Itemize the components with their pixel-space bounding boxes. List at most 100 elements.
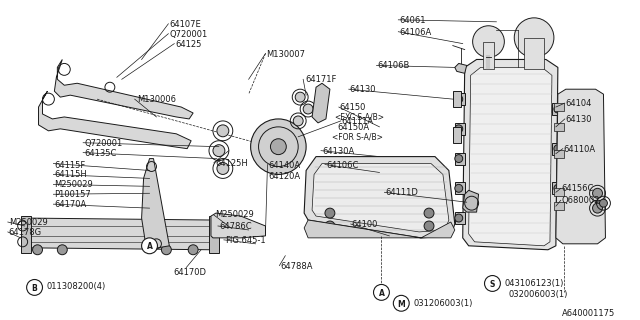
Polygon shape (468, 68, 552, 246)
Text: 64125: 64125 (175, 40, 202, 49)
Text: 031206003(1): 031206003(1) (413, 299, 472, 308)
Circle shape (424, 208, 434, 218)
Text: 64135C: 64135C (84, 149, 116, 158)
Text: M250029: M250029 (54, 180, 93, 189)
Polygon shape (556, 89, 605, 244)
Text: 64115F: 64115F (54, 161, 86, 170)
Text: 64130: 64130 (349, 85, 376, 94)
Text: 64111D: 64111D (385, 188, 419, 197)
Text: 64061: 64061 (399, 16, 426, 25)
Text: 64140A: 64140A (268, 161, 301, 170)
Text: 64104: 64104 (566, 99, 592, 108)
Text: 64171F: 64171F (305, 75, 337, 84)
Circle shape (251, 119, 306, 174)
Text: 64150A: 64150A (338, 123, 370, 132)
Text: 64130A: 64130A (322, 147, 354, 156)
Text: 64178G: 64178G (9, 228, 42, 237)
Circle shape (455, 95, 463, 103)
Circle shape (58, 245, 67, 255)
Circle shape (33, 245, 42, 255)
Polygon shape (554, 188, 564, 196)
Text: 64156C: 64156C (562, 184, 594, 193)
Text: 64111A: 64111A (342, 117, 374, 126)
Text: <FOR S-A/B>: <FOR S-A/B> (332, 133, 383, 142)
Circle shape (295, 92, 305, 102)
Text: 64150: 64150 (340, 103, 366, 112)
Circle shape (188, 245, 198, 255)
Circle shape (554, 184, 562, 192)
Polygon shape (554, 103, 564, 111)
Polygon shape (209, 216, 219, 253)
Polygon shape (312, 164, 449, 232)
Text: FIG.645-1: FIG.645-1 (225, 236, 266, 245)
Polygon shape (455, 212, 465, 224)
Circle shape (600, 199, 607, 207)
Text: A640001175: A640001175 (562, 309, 615, 318)
Text: Q720001: Q720001 (84, 139, 122, 148)
Circle shape (515, 18, 554, 58)
Circle shape (554, 145, 562, 153)
Text: 64130: 64130 (566, 115, 592, 124)
Polygon shape (554, 123, 564, 131)
Text: 64107E: 64107E (170, 20, 201, 29)
Text: Q680002: Q680002 (562, 196, 600, 205)
Polygon shape (38, 91, 191, 149)
Text: 64110A: 64110A (564, 145, 596, 154)
Polygon shape (453, 127, 461, 143)
Polygon shape (20, 216, 31, 253)
Circle shape (271, 139, 286, 155)
Circle shape (455, 155, 463, 163)
Text: P100157: P100157 (54, 190, 91, 199)
Text: 64170A: 64170A (54, 200, 86, 209)
Polygon shape (455, 123, 465, 135)
Text: M130006: M130006 (137, 95, 175, 104)
Polygon shape (463, 190, 479, 212)
Text: 032006003(1): 032006003(1) (508, 290, 568, 300)
Polygon shape (304, 220, 455, 238)
Polygon shape (552, 103, 562, 115)
Polygon shape (554, 150, 564, 157)
Circle shape (593, 203, 602, 213)
Circle shape (424, 221, 434, 231)
Polygon shape (304, 156, 455, 238)
Circle shape (293, 116, 303, 126)
Polygon shape (455, 153, 465, 164)
Circle shape (455, 125, 463, 133)
Circle shape (593, 188, 602, 198)
Polygon shape (483, 42, 495, 69)
Text: 64786C: 64786C (219, 222, 252, 231)
Polygon shape (25, 218, 213, 250)
Text: A: A (378, 289, 385, 298)
Polygon shape (54, 60, 193, 119)
Circle shape (325, 208, 335, 218)
Text: 043106123(1): 043106123(1) (504, 278, 564, 287)
Circle shape (217, 163, 229, 174)
Text: Q720001: Q720001 (170, 30, 207, 39)
Polygon shape (455, 182, 465, 194)
Text: 011308200(4): 011308200(4) (47, 283, 106, 292)
Polygon shape (141, 159, 170, 250)
Text: M: M (397, 300, 405, 309)
Circle shape (374, 284, 389, 300)
Circle shape (394, 295, 409, 311)
Text: A: A (147, 242, 152, 251)
Text: M250029: M250029 (9, 218, 47, 227)
Polygon shape (211, 213, 266, 238)
Circle shape (217, 125, 229, 137)
Text: 64170D: 64170D (173, 268, 206, 276)
Text: 64106B: 64106B (378, 61, 410, 70)
Circle shape (484, 276, 500, 292)
Circle shape (161, 245, 172, 255)
Polygon shape (554, 202, 564, 210)
Text: M130007: M130007 (266, 50, 305, 59)
Text: 64115H: 64115H (54, 171, 87, 180)
Circle shape (472, 26, 504, 58)
Text: 64120A: 64120A (268, 172, 301, 181)
Polygon shape (455, 63, 467, 73)
Polygon shape (453, 91, 461, 107)
Polygon shape (455, 93, 465, 105)
Circle shape (455, 214, 463, 222)
Text: 64106C: 64106C (326, 161, 358, 170)
Polygon shape (312, 83, 330, 123)
Polygon shape (552, 182, 562, 194)
